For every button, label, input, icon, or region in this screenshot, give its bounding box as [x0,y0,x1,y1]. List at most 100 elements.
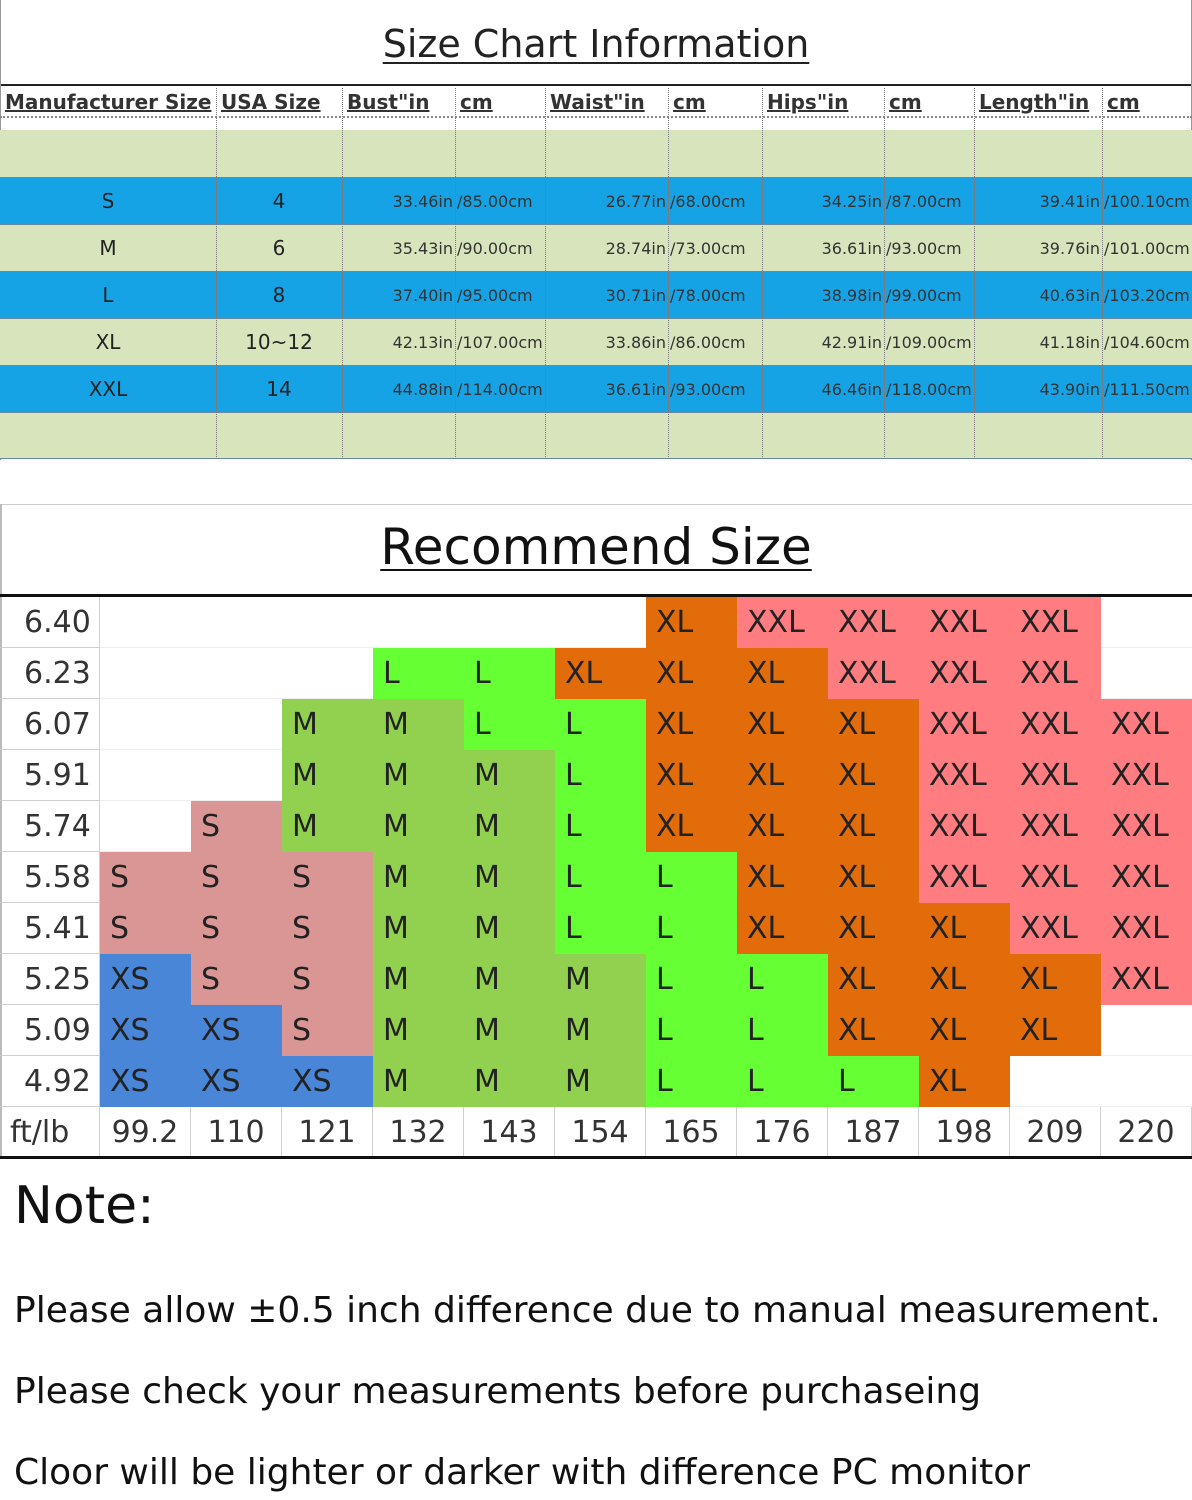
header-cell: Waist"in [550,90,645,114]
empty-cell [191,648,282,699]
size-cell: XS [100,1056,191,1107]
col-divider [884,88,885,459]
height-label: 4.92 [0,1056,100,1107]
size-cell: XXL [828,597,919,648]
inch-cell: 43.90in [1039,380,1100,399]
size-cell: M [555,954,646,1005]
inch-cell: 41.18in [1039,333,1100,352]
size-cell: XXL [1010,648,1101,699]
cm-cell: /109.00cm [886,333,972,352]
header-cell: Length"in [979,90,1090,114]
size-cell: XL [919,1005,1010,1056]
cm-cell: /78.00cm [670,286,746,305]
rule [0,84,1192,86]
weight-label: 154 [555,1107,646,1157]
size-cell: S [101,189,115,213]
cm-cell: /118.00cm [886,380,972,399]
size-cell: L [373,648,464,699]
weight-label: 198 [919,1107,1010,1157]
inch-cell: 26.77in [605,192,666,211]
size-cell: 10~12 [245,330,313,354]
weight-label: 121 [282,1107,373,1157]
size-cell: XXL [1010,852,1101,903]
size-cell: XL [646,648,737,699]
title-text: Size Chart Information [382,22,810,66]
size-cell: M [282,750,373,801]
size-cell: M [282,699,373,750]
size-cell: XL [95,330,121,354]
empty-cell [555,597,646,648]
cm-cell: /101.00cm [1104,239,1190,258]
col-divider [545,88,546,459]
header-cell: Manufacturer Size [5,90,212,114]
size-cell: XXL [1101,852,1192,903]
size-cell: XXL [1010,597,1101,648]
size-cell: M [464,954,555,1005]
cm-cell: /111.50cm [1104,380,1190,399]
header-cell: cm [1107,90,1140,114]
size-cell: M [555,1005,646,1056]
size-cell: S [282,954,373,1005]
size-cell: 8 [272,283,286,307]
size-cell: XS [191,1056,282,1107]
recommend-title: Recommend Size [0,518,1192,576]
col-divider [762,88,763,459]
size-cell: XXL [919,648,1010,699]
inch-cell: 39.76in [1039,239,1100,258]
empty-cell [100,597,191,648]
size-cell: XL [828,750,919,801]
height-label: 5.91 [0,750,100,801]
cm-cell: /93.00cm [670,380,746,399]
size-cell: M [464,801,555,852]
inch-cell: 46.46in [821,380,882,399]
cm-cell: /103.20cm [1104,286,1190,305]
size-cell: M [99,236,117,260]
inch-cell: 33.46in [392,192,453,211]
col-divider [1102,88,1103,459]
title-text: Recommend Size [380,518,812,576]
row-band [0,178,1192,225]
corner-label: ft/lb [0,1107,100,1157]
cm-cell: /87.00cm [886,192,962,211]
size-cell: 6 [272,236,286,260]
size-chart-title: Size Chart Information [0,22,1192,66]
size-cell: S [191,852,282,903]
row-band [0,272,1192,319]
size-cell: L [555,903,646,954]
empty-cell [1010,1056,1101,1107]
empty-cell [191,597,282,648]
size-cell: XL [737,801,828,852]
size-cell: S [282,852,373,903]
size-cell: M [373,801,464,852]
height-label: 5.74 [0,801,100,852]
note-title: Note: [14,1176,155,1236]
size-cell: S [100,852,191,903]
weight-label: 110 [191,1107,282,1157]
cm-cell: /68.00cm [670,192,746,211]
note-line: Please check your measurements before pu… [14,1371,982,1412]
size-cell: XXL [1101,699,1192,750]
header-cell: cm [889,90,922,114]
empty-cell [100,648,191,699]
col-divider [342,88,343,459]
size-cell: XXL [1101,903,1192,954]
size-cell: XL [1010,1005,1101,1056]
size-cell: M [373,1005,464,1056]
box [0,504,2,1157]
size-cell: XL [737,852,828,903]
row-band [0,413,1192,459]
size-cell: 4 [272,189,286,213]
header-cell: cm [673,90,706,114]
empty-cell [1101,597,1192,648]
size-cell: XL [828,852,919,903]
size-cell: XL [828,954,919,1005]
cm-cell: /73.00cm [670,239,746,258]
weight-label: 187 [828,1107,919,1157]
size-cell: XL [737,699,828,750]
empty-cell [100,699,191,750]
size-cell: XS [282,1056,373,1107]
size-cell: XS [100,1005,191,1056]
size-cell: XXL [1101,750,1192,801]
inch-cell: 34.25in [821,192,882,211]
col-divider [668,88,669,459]
